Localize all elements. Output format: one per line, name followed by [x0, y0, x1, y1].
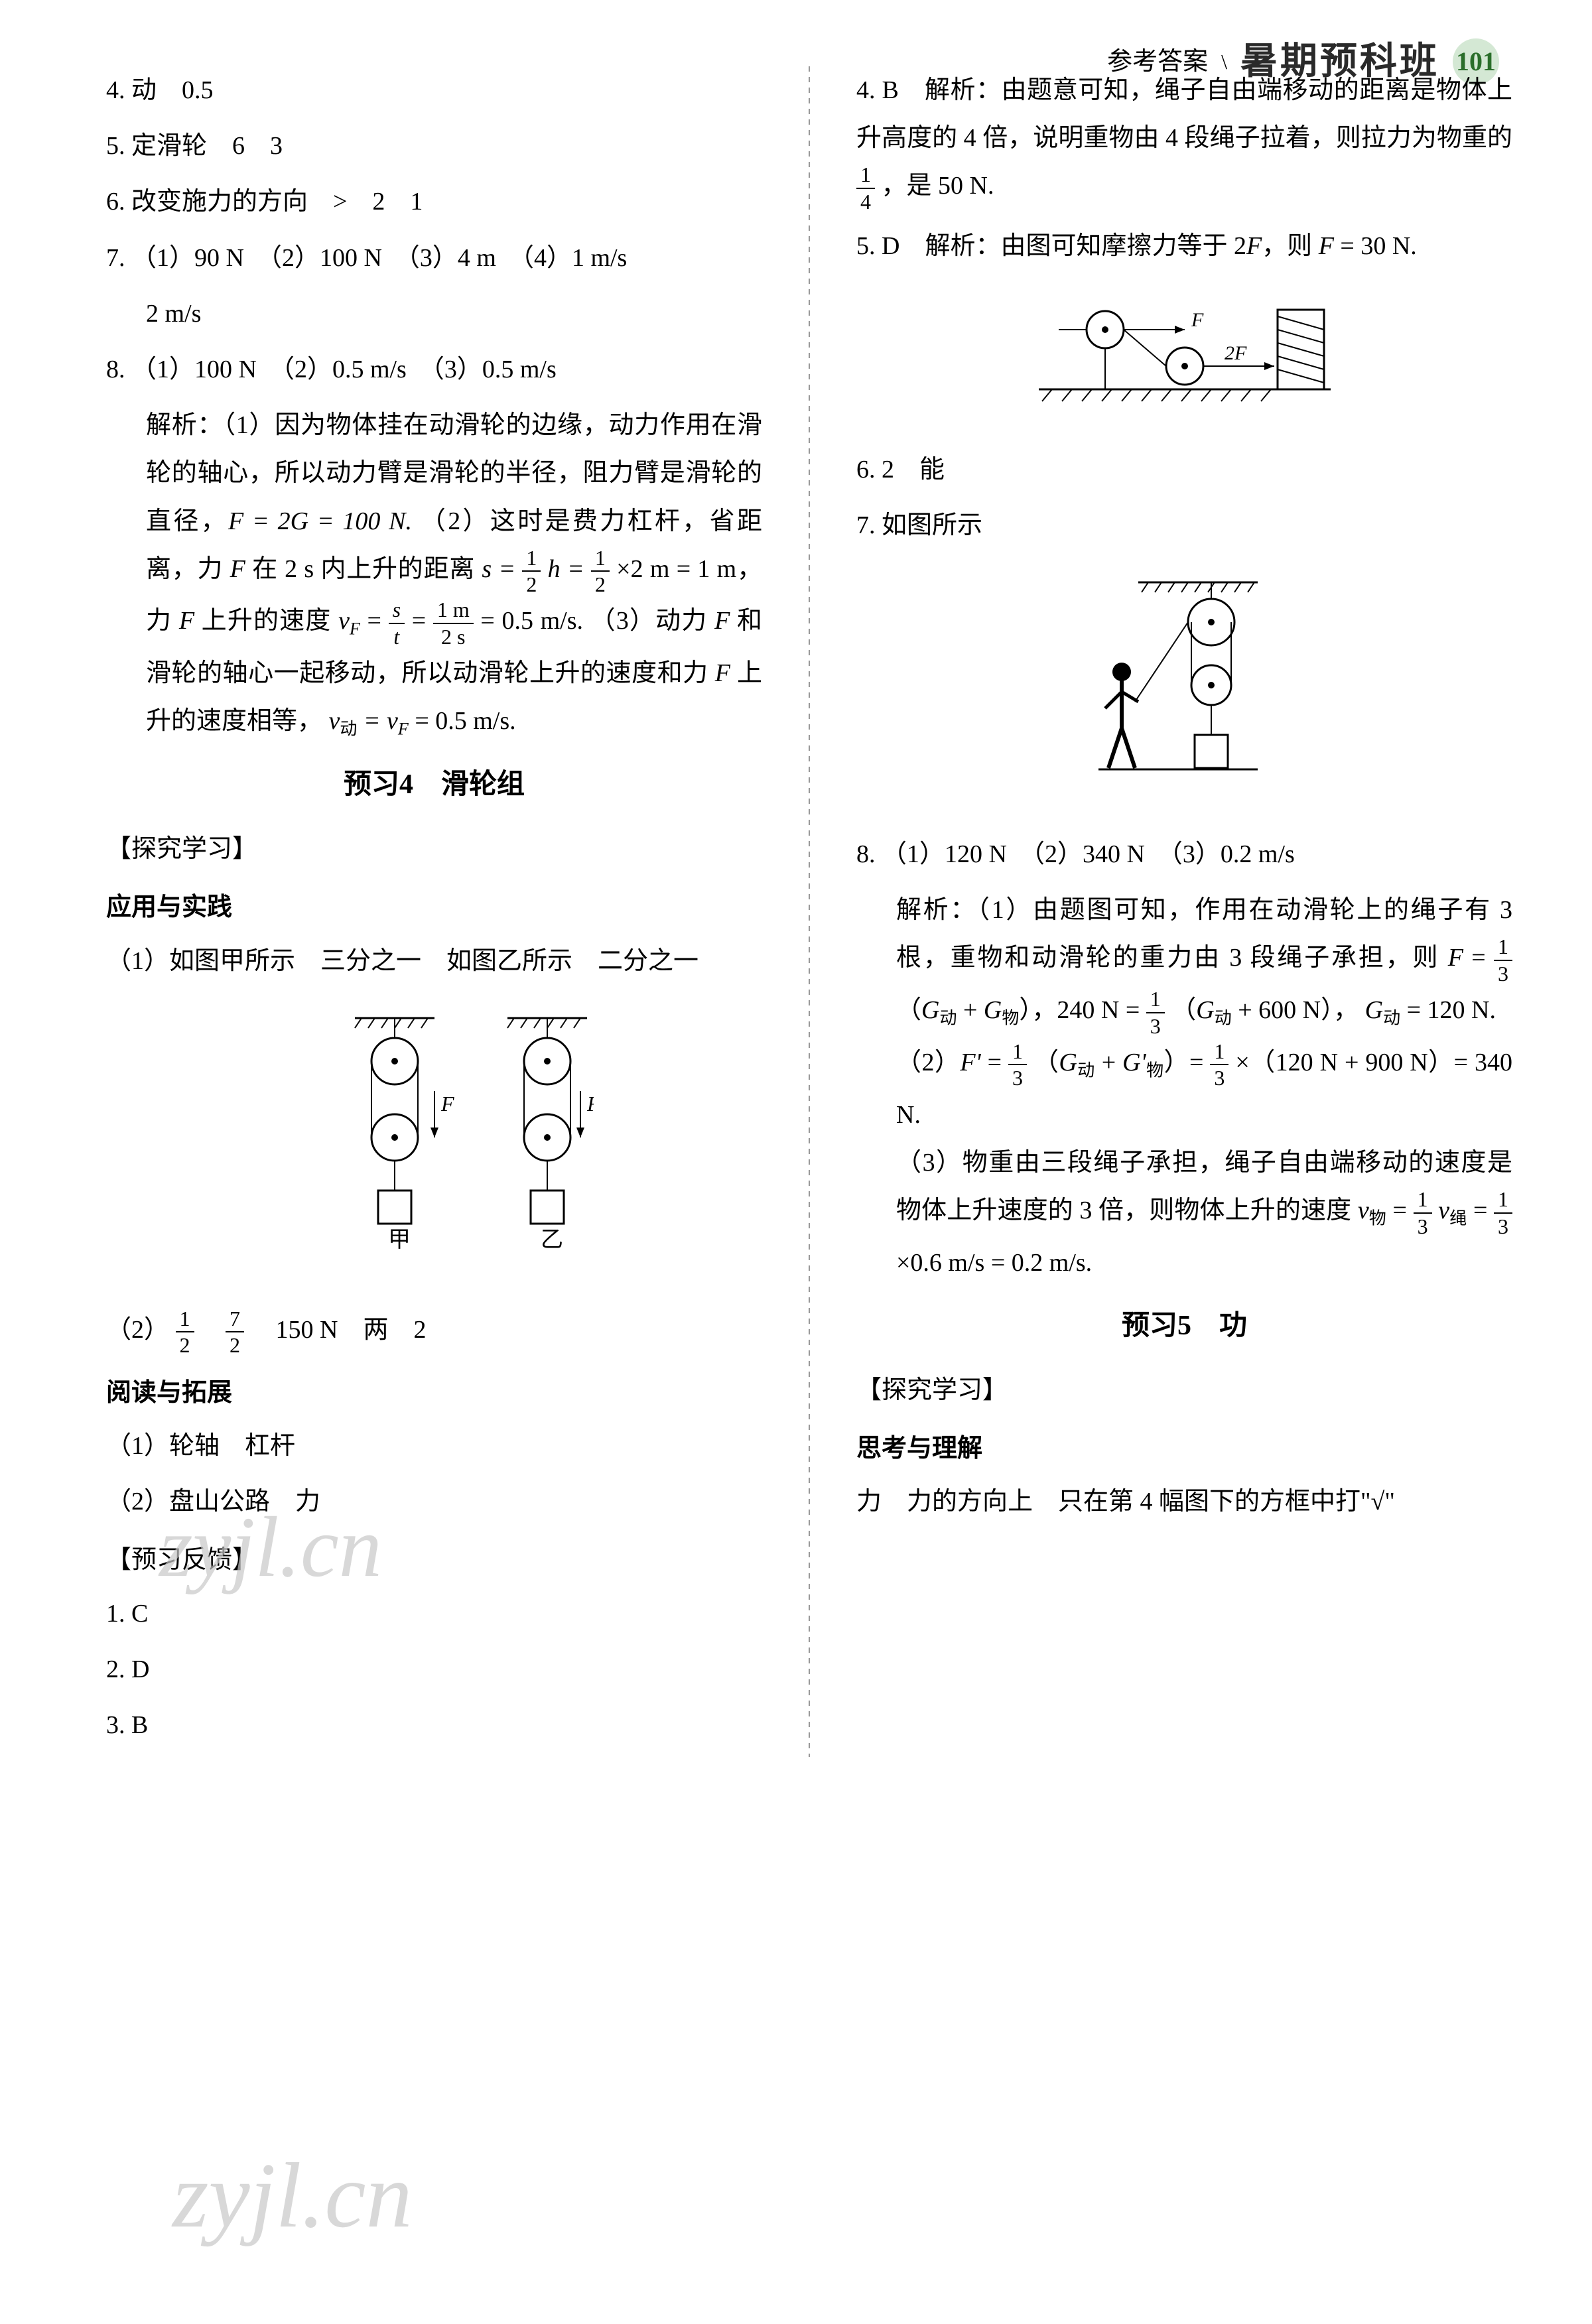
right-column: 4. B 解析：由题意可知，绳子自由端移动的距离是物体上升高度的 4 倍，说明重… — [856, 66, 1512, 1757]
svg-text:乙: 乙 — [541, 1228, 563, 1252]
fb3: 3. B — [106, 1701, 762, 1749]
practice-2: （2） 12 72 150 N 两 2 — [106, 1306, 762, 1358]
friction-figure: F 2F — [856, 290, 1512, 425]
section4-title: 预习4 滑轮组 — [106, 759, 762, 812]
explore-title: 【探究学习】 — [106, 825, 762, 873]
svg-text:F: F — [1191, 309, 1204, 331]
think-title: 思考与理解 — [856, 1425, 1512, 1472]
q8-line1: 8. （1）100 N （2）0.5 m/s （3）0.5 m/s — [106, 346, 762, 393]
r-q8-line1: 8. （1）120 N （2）340 N （3）0.2 m/s — [856, 830, 1512, 878]
pulley-person-svg — [1085, 569, 1284, 795]
reading-title: 阅读与拓展 — [106, 1369, 762, 1417]
practice-1: （1）如图甲所示 三分之一 如图乙所示 二分之一 — [106, 937, 762, 985]
q5: 5. 定滑轮 6 3 — [106, 122, 762, 170]
r-q6: 6. 2 能 — [856, 446, 1512, 493]
r-q4: 4. B 解析：由题意可知，绳子自由端移动的距离是物体上升高度的 4 倍，说明重… — [856, 66, 1512, 214]
svg-text:甲: 甲 — [388, 1228, 411, 1252]
q4: 4. 动 0.5 — [106, 66, 762, 114]
q8-analysis: 解析：（1）因为物体挂在动滑轮的边缘，动力作用在滑轮的轴心，所以动力臂是滑轮的半… — [106, 401, 762, 745]
pulley-diagram-svg: F 甲 — [275, 1005, 594, 1270]
left-column: 4. 动 0.5 5. 定滑轮 6 3 6. 改变施力的方向 > 2 1 7. … — [106, 66, 762, 1757]
reading-2: （2）盘山公路 力 — [106, 1478, 762, 1525]
svg-text:2F: 2F — [1225, 342, 1247, 364]
pulley-figure: F 甲 — [106, 1005, 762, 1286]
friction-diagram-svg: F 2F — [1012, 290, 1357, 409]
pulley-person-figure — [856, 569, 1512, 810]
r-q7: 7. 如图所示 — [856, 501, 1512, 549]
q7-line1: 7. （1）90 N （2）100 N （3）4 m （4）1 m/s — [106, 234, 762, 282]
svg-text:F: F — [586, 1092, 594, 1116]
column-divider — [809, 66, 810, 1757]
q7-line2: 2 m/s — [106, 290, 762, 338]
reading-1: （1）轮轴 杠杆 — [106, 1422, 762, 1470]
feedback-title: 【预习反馈】 — [106, 1536, 762, 1584]
fb1: 1. C — [106, 1590, 762, 1638]
practice-title: 应用与实践 — [106, 883, 762, 931]
svg-text:F: F — [440, 1092, 454, 1116]
section5-title: 预习5 功 — [856, 1300, 1512, 1353]
watermark-2: zyjl.cn — [172, 2108, 413, 2284]
fb2: 2. D — [106, 1646, 762, 1693]
q6: 6. 改变施力的方向 > 2 1 — [106, 178, 762, 226]
r-q8-analysis: 解析：（1）由题图可知，作用在动滑轮上的绳子有 3 根，重物和动滑轮的重力由 3… — [856, 886, 1512, 1287]
r-q5: 5. D 解析：由图可知摩擦力等于 2F，则 F = 30 N. — [856, 222, 1512, 270]
r-explore-title: 【探究学习】 — [856, 1366, 1512, 1414]
think-content: 力 力的方向上 只在第 4 幅图下的方框中打"√" — [856, 1478, 1512, 1525]
